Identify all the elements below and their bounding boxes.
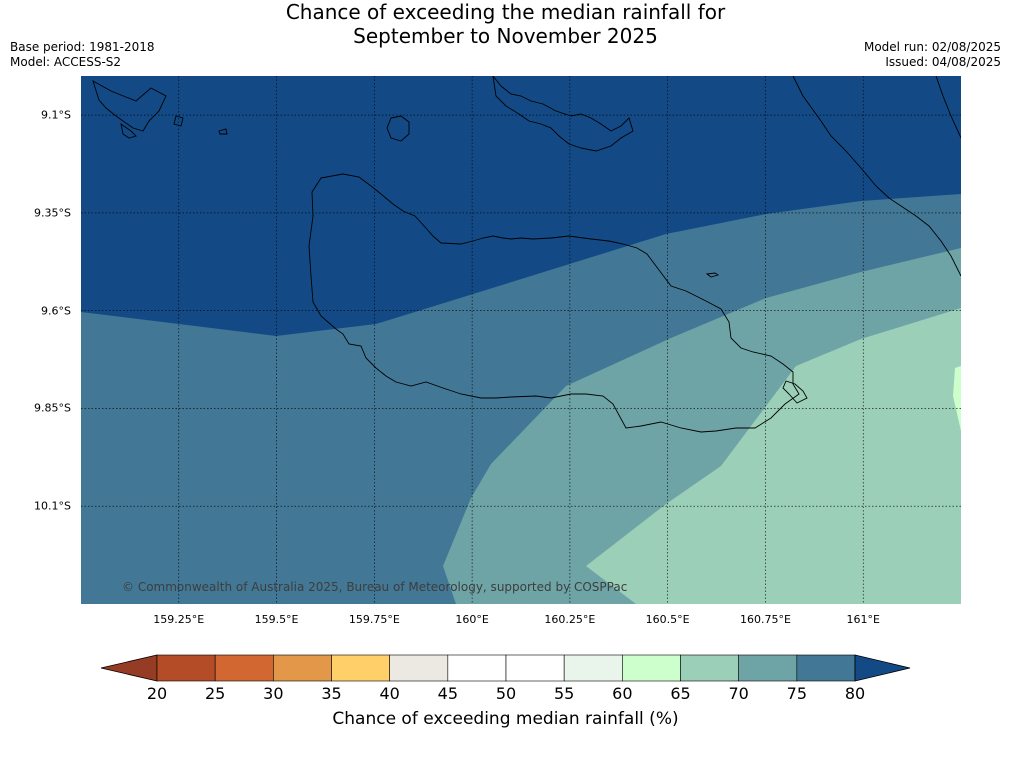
colorbar-tick-label: 20 — [146, 684, 168, 703]
lat-label: 9.1°S — [41, 108, 71, 122]
lon-label: 160.25°E — [544, 613, 596, 626]
colorbar-swatch — [389, 654, 449, 682]
lat-label: 9.85°S — [34, 401, 71, 415]
rainfall-map — [81, 76, 961, 604]
coast-north-center — [492, 76, 634, 152]
colorbar-tick-label: 80 — [844, 684, 866, 703]
meta-right: Model run: 02/08/2025 Issued: 04/08/2025 — [864, 40, 1001, 70]
colorbar-tick-label: 50 — [495, 684, 517, 703]
colorbar-swatch — [563, 654, 623, 682]
map-title-line-2: September to November 2025 — [353, 24, 658, 48]
colorbar-tick-label: 25 — [204, 684, 226, 703]
coastlines — [92, 76, 961, 433]
colorbar-swatch — [214, 654, 274, 682]
colorbar-tick-label: 45 — [437, 684, 459, 703]
model-name: Model: ACCESS-S2 — [10, 55, 122, 69]
colorbar-swatch — [156, 654, 216, 682]
lon-label: 160.75°E — [739, 613, 791, 626]
coast-northeast — [792, 76, 961, 277]
lon-label: 159.75°E — [348, 613, 400, 626]
colorbar-low-extension — [100, 654, 158, 682]
map-title-line-1: Chance of exceeding the median rainfall … — [285, 0, 726, 24]
base-period: Base period: 1981-2018 — [10, 40, 155, 54]
coast-northwest-2 — [120, 122, 137, 139]
lon-label: 159.25°E — [153, 613, 205, 626]
colorbar-swatch — [331, 654, 390, 682]
lon-label: 160°E — [455, 613, 489, 626]
colorbar-swatch — [447, 654, 507, 682]
copyright-notice: © Commonwealth of Australia 2025, Bureau… — [122, 580, 628, 594]
colorbar-tick-label: 40 — [379, 684, 400, 703]
colorbar-swatch — [273, 654, 332, 682]
colorbar-tick-label: 65 — [670, 684, 691, 703]
colorbar-swatch — [505, 654, 565, 682]
model-run: Model run: 02/08/2025 — [863, 40, 1001, 54]
zone-60-65 — [953, 366, 961, 431]
colorbar-tick-label: 55 — [553, 684, 575, 703]
map-title: Chance of exceeding the median rainfall … — [0, 0, 1011, 48]
colorbar-swatch — [796, 654, 856, 682]
lat-label: 10.1°S — [34, 499, 71, 513]
colorbar-tick-label: 30 — [263, 684, 284, 703]
coast-northwest-3 — [173, 115, 184, 127]
zone-65-70 — [586, 308, 961, 604]
colorbar-swatch — [738, 654, 798, 682]
island-round — [386, 115, 410, 142]
colorbar-swatch — [622, 654, 681, 682]
island-main — [308, 173, 800, 433]
colorbar-swatch — [680, 654, 739, 682]
colorbar-tick-label: 35 — [321, 684, 342, 703]
colorbar-tick-label: 60 — [612, 684, 633, 703]
colorbar-tick-label: 75 — [786, 684, 808, 703]
colorbar-high-extension — [854, 654, 911, 682]
coast-northwest — [92, 80, 167, 132]
graticule — [81, 76, 961, 604]
colorbar-tick-label: 70 — [728, 684, 749, 703]
issued-date: Issued: 04/08/2025 — [885, 55, 1001, 69]
coast-northeast-2 — [935, 76, 961, 139]
lat-label: 9.6°S — [41, 304, 71, 318]
meta-left: Base period: 1981-2018 Model: ACCESS-S2 — [10, 40, 155, 70]
coast-northwest-4 — [218, 128, 228, 135]
lon-label: 160.5°E — [645, 613, 690, 626]
lon-label: 161°E — [846, 613, 880, 626]
lat-label: 9.35°S — [34, 206, 71, 220]
island-east-small — [782, 380, 808, 404]
lon-label: 159.5°E — [254, 613, 299, 626]
colorbar — [100, 654, 911, 682]
colorbar-title: Chance of exceeding median rainfall (%) — [332, 709, 679, 729]
island-islet — [705, 272, 720, 278]
